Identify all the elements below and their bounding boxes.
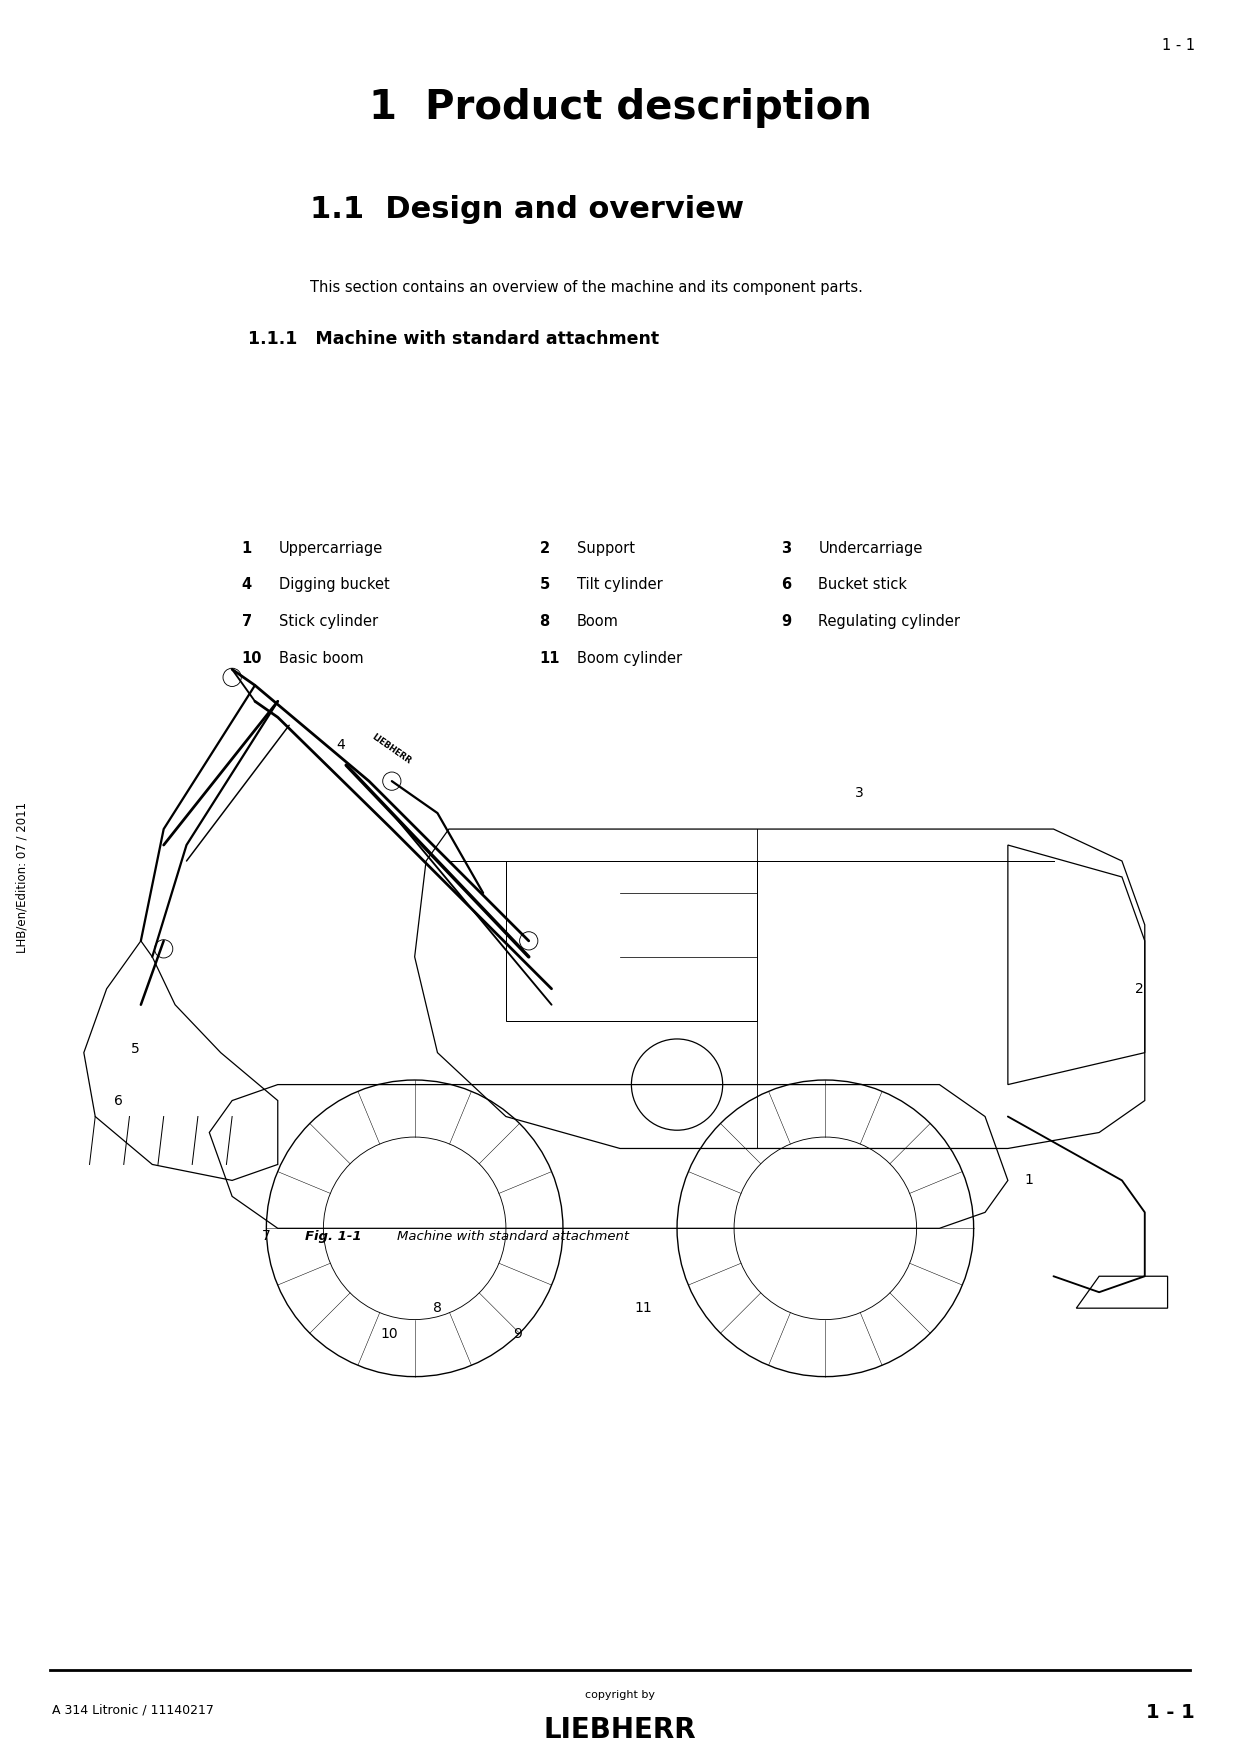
Text: 3: 3 [781,541,791,556]
Text: 7: 7 [242,614,252,630]
Text: 1 - 1: 1 - 1 [1146,1702,1195,1722]
Text: 5: 5 [539,577,549,593]
Text: Undercarriage: Undercarriage [818,541,923,556]
Text: A 314 Litronic / 11140217: A 314 Litronic / 11140217 [52,1704,213,1716]
Text: 3: 3 [856,786,864,800]
Text: LHB/en/Edition: 07 / 2011: LHB/en/Edition: 07 / 2011 [15,802,29,953]
Text: 1.1.1   Machine with standard attachment: 1.1.1 Machine with standard attachment [248,330,660,347]
Text: Machine with standard attachment: Machine with standard attachment [379,1230,629,1243]
Text: 2: 2 [1135,981,1143,995]
Text: 10: 10 [242,651,263,667]
Text: LIEBHERR: LIEBHERR [371,732,413,765]
Text: Support: Support [577,541,635,556]
Text: Basic boom: Basic boom [279,651,363,667]
Text: 10: 10 [381,1327,398,1341]
Text: This section contains an overview of the machine and its component parts.: This section contains an overview of the… [310,281,863,295]
Text: 2: 2 [539,541,549,556]
Text: 6: 6 [114,1093,123,1107]
Text: 8: 8 [433,1300,441,1314]
Text: 7: 7 [262,1228,270,1243]
Text: 9: 9 [513,1327,522,1341]
Text: 4: 4 [336,739,345,753]
Text: Regulating cylinder: Regulating cylinder [818,614,961,630]
Text: LIEBHERR: LIEBHERR [543,1716,697,1744]
Text: 11: 11 [634,1300,652,1314]
Text: 5: 5 [130,1042,140,1057]
Text: Stick cylinder: Stick cylinder [279,614,378,630]
Text: 6: 6 [781,577,791,593]
Text: 1: 1 [1024,1174,1033,1188]
Text: Boom cylinder: Boom cylinder [577,651,682,667]
Text: 1: 1 [242,541,252,556]
Text: Uppercarriage: Uppercarriage [279,541,383,556]
Text: 1 - 1: 1 - 1 [1162,39,1195,53]
Text: 11: 11 [539,651,560,667]
Text: Tilt cylinder: Tilt cylinder [577,577,662,593]
Text: 8: 8 [539,614,549,630]
Text: Digging bucket: Digging bucket [279,577,389,593]
Text: 1.1  Design and overview: 1.1 Design and overview [310,195,744,225]
Text: 9: 9 [781,614,791,630]
Text: Boom: Boom [577,614,619,630]
Text: Bucket stick: Bucket stick [818,577,908,593]
Text: copyright by: copyright by [585,1690,655,1701]
Text: Fig. 1-1: Fig. 1-1 [305,1230,362,1243]
Text: 1  Product description: 1 Product description [368,88,872,128]
Text: 4: 4 [242,577,252,593]
